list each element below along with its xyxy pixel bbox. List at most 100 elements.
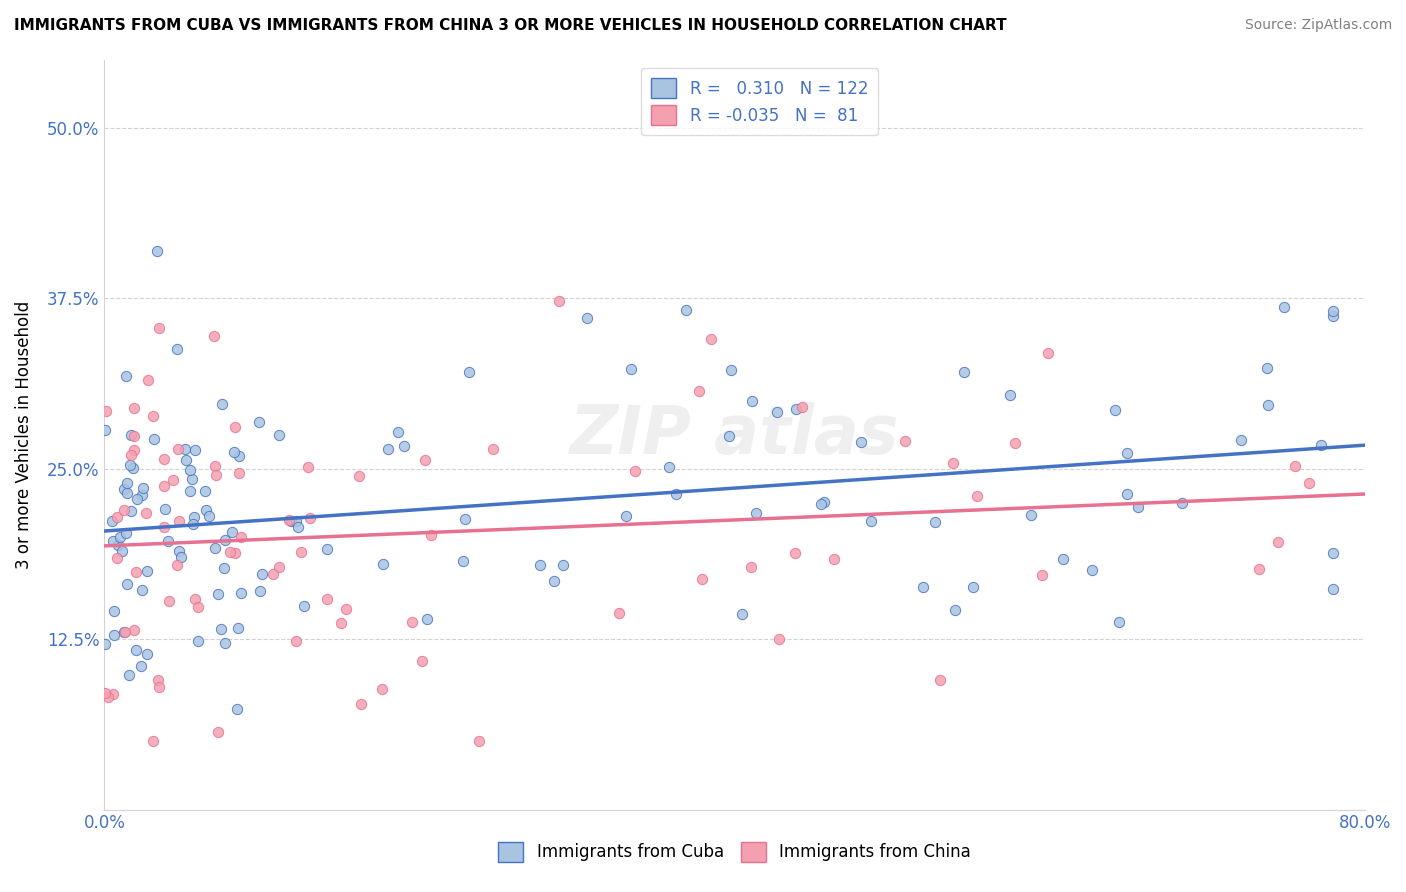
Point bbox=[167, 515, 190, 529]
Point bbox=[117, 577, 139, 591]
Point bbox=[1272, 300, 1295, 314]
Point bbox=[457, 365, 479, 379]
Point bbox=[112, 503, 135, 517]
Point bbox=[221, 525, 243, 540]
Point bbox=[290, 544, 312, 558]
Point bbox=[768, 632, 790, 647]
Point bbox=[179, 484, 201, 499]
Point bbox=[209, 622, 232, 636]
Point bbox=[335, 602, 357, 616]
Point bbox=[349, 697, 371, 711]
Point bbox=[529, 558, 551, 573]
Point bbox=[249, 583, 271, 598]
Point bbox=[1104, 403, 1126, 417]
Point bbox=[287, 519, 309, 533]
Point bbox=[1171, 495, 1194, 509]
Point bbox=[1052, 552, 1074, 566]
Point bbox=[453, 512, 475, 526]
Point bbox=[616, 509, 638, 524]
Point bbox=[231, 586, 253, 600]
Point bbox=[392, 439, 415, 453]
Point bbox=[112, 625, 135, 640]
Point bbox=[387, 425, 409, 440]
Point bbox=[226, 621, 249, 635]
Point bbox=[285, 514, 308, 528]
Point bbox=[204, 458, 226, 473]
Point bbox=[790, 401, 813, 415]
Point bbox=[107, 538, 129, 552]
Point bbox=[1267, 535, 1289, 549]
Point bbox=[131, 582, 153, 597]
Point bbox=[741, 393, 763, 408]
Point bbox=[136, 373, 159, 387]
Point bbox=[204, 467, 226, 482]
Point bbox=[120, 448, 142, 462]
Point bbox=[413, 452, 436, 467]
Point bbox=[170, 550, 193, 565]
Point bbox=[115, 475, 138, 490]
Point bbox=[285, 634, 308, 648]
Point bbox=[148, 680, 170, 694]
Point bbox=[183, 509, 205, 524]
Point bbox=[373, 557, 395, 571]
Point bbox=[1322, 303, 1344, 318]
Point bbox=[228, 466, 250, 480]
Point bbox=[269, 559, 291, 574]
Point bbox=[316, 541, 339, 556]
Point bbox=[1310, 438, 1333, 452]
Point bbox=[765, 404, 787, 418]
Point bbox=[181, 517, 204, 532]
Point bbox=[740, 559, 762, 574]
Point bbox=[607, 606, 630, 620]
Point bbox=[1284, 459, 1306, 474]
Point bbox=[181, 472, 204, 486]
Point bbox=[1322, 546, 1344, 560]
Point bbox=[228, 449, 250, 463]
Point bbox=[411, 654, 433, 668]
Point bbox=[184, 442, 207, 457]
Point bbox=[167, 442, 190, 457]
Point bbox=[118, 668, 141, 682]
Point bbox=[576, 310, 599, 325]
Point bbox=[94, 686, 117, 700]
Point bbox=[122, 401, 145, 416]
Point bbox=[202, 329, 225, 343]
Point bbox=[166, 343, 188, 357]
Text: Source: ZipAtlas.com: Source: ZipAtlas.com bbox=[1244, 18, 1392, 32]
Point bbox=[207, 587, 229, 601]
Point bbox=[1322, 309, 1344, 323]
Point bbox=[132, 481, 155, 495]
Point bbox=[167, 544, 190, 558]
Point bbox=[198, 509, 221, 524]
Point bbox=[103, 604, 125, 618]
Point bbox=[115, 526, 138, 541]
Point bbox=[247, 415, 270, 429]
Point bbox=[131, 487, 153, 501]
Point bbox=[929, 673, 952, 688]
Point bbox=[1036, 346, 1059, 360]
Point bbox=[122, 428, 145, 442]
Point bbox=[148, 320, 170, 334]
Point bbox=[262, 566, 284, 581]
Point bbox=[110, 530, 132, 544]
Point bbox=[745, 507, 768, 521]
Point bbox=[101, 687, 124, 701]
Point bbox=[467, 734, 489, 748]
Point bbox=[153, 452, 176, 467]
Point bbox=[924, 515, 946, 529]
Point bbox=[114, 624, 136, 639]
Point bbox=[122, 624, 145, 638]
Point bbox=[315, 591, 337, 606]
Point bbox=[146, 244, 169, 259]
Point bbox=[103, 628, 125, 642]
Point bbox=[1229, 433, 1251, 447]
Point bbox=[187, 599, 209, 614]
Point bbox=[157, 594, 180, 608]
Point bbox=[280, 514, 302, 528]
Point bbox=[224, 546, 246, 560]
Point bbox=[142, 432, 165, 446]
Point bbox=[250, 566, 273, 581]
Point bbox=[658, 459, 681, 474]
Point bbox=[204, 541, 226, 555]
Point bbox=[1004, 435, 1026, 450]
